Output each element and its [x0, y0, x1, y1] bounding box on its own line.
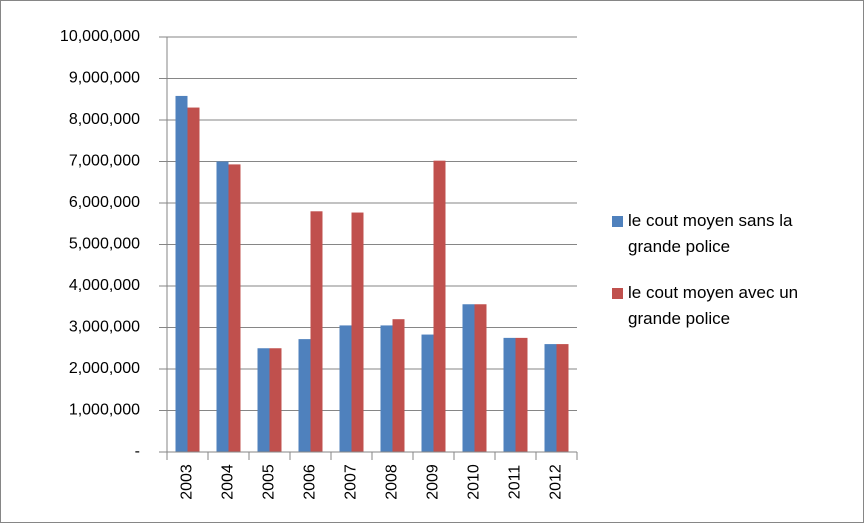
bar	[421, 334, 434, 452]
bar	[228, 164, 241, 452]
x-tick-label: 2005	[261, 464, 278, 500]
x-tick-label: 2003	[179, 464, 196, 500]
bar	[257, 348, 270, 452]
bar	[462, 304, 475, 452]
y-tick-label: 3,000,000	[69, 319, 140, 336]
bar	[269, 348, 282, 452]
bar	[433, 160, 446, 453]
y-tick-label: 9,000,000	[69, 70, 140, 87]
x-tick-label: 2011	[507, 465, 524, 500]
bar	[515, 337, 528, 452]
bar	[380, 325, 393, 452]
legend-swatch	[612, 216, 623, 227]
bar	[503, 337, 516, 452]
legend-label: le cout moyen avec un grande police	[628, 283, 799, 328]
x-tick-label: 2008	[384, 464, 401, 500]
bar	[187, 107, 200, 453]
x-tick-label: 2004	[220, 464, 237, 500]
x-tick-label: 2009	[425, 464, 442, 500]
y-tick-label: 7,000,000	[69, 153, 140, 170]
legend-label: le cout moyen sans la grande police	[628, 211, 793, 256]
y-tick-label: 2,000,000	[69, 360, 140, 377]
y-tick-label: -	[135, 443, 140, 460]
x-tick-label: 2012	[548, 464, 565, 500]
x-tick-label: 2006	[302, 464, 319, 500]
y-tick-label: 8,000,000	[69, 111, 140, 128]
y-tick-label: 4,000,000	[69, 277, 140, 294]
y-tick-label: 6,000,000	[69, 194, 140, 211]
bar	[556, 344, 569, 452]
bar	[474, 304, 487, 452]
legend-swatch	[612, 288, 623, 299]
bar	[339, 325, 352, 452]
bar	[351, 212, 364, 452]
y-tick-label: 10,000,000	[60, 28, 140, 45]
bar	[298, 339, 311, 452]
bar	[392, 319, 405, 452]
x-tick-label: 2010	[466, 464, 483, 500]
bar	[216, 161, 229, 452]
y-tick-label: 1,000,000	[69, 402, 140, 419]
bar	[310, 211, 323, 452]
bar	[175, 95, 188, 453]
x-tick-label: 2007	[343, 464, 360, 500]
y-tick-label: 5,000,000	[69, 236, 140, 253]
bar	[544, 344, 557, 452]
